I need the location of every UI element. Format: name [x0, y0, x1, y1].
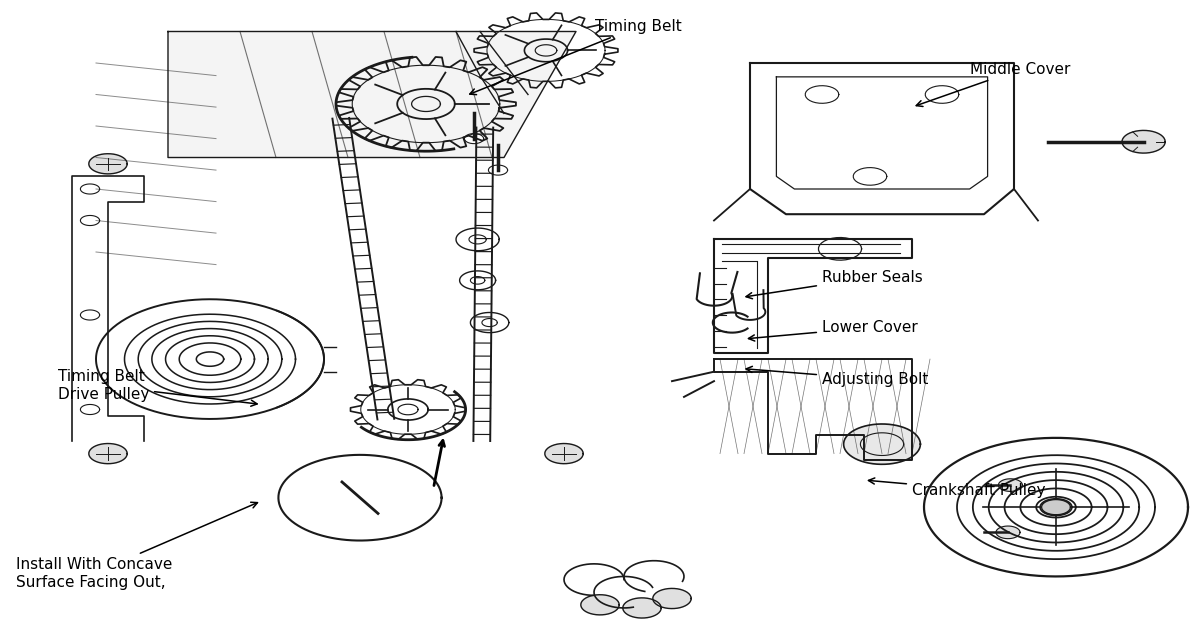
Polygon shape — [1122, 130, 1165, 153]
Polygon shape — [456, 228, 499, 251]
Text: Timing Belt: Timing Belt — [469, 19, 682, 94]
Text: Lower Cover: Lower Cover — [749, 320, 918, 341]
Polygon shape — [623, 598, 661, 618]
Polygon shape — [278, 455, 442, 541]
Polygon shape — [714, 239, 912, 353]
Polygon shape — [998, 479, 1022, 491]
Polygon shape — [996, 526, 1020, 539]
Text: Middle Cover: Middle Cover — [917, 62, 1070, 106]
Text: Install With Concave
Surface Facing Out,: Install With Concave Surface Facing Out, — [16, 502, 258, 590]
Polygon shape — [488, 165, 508, 175]
Text: Crankshaft Pulley: Crankshaft Pulley — [869, 478, 1045, 498]
Polygon shape — [581, 595, 619, 615]
Polygon shape — [89, 154, 127, 174]
Polygon shape — [714, 359, 912, 460]
Polygon shape — [750, 63, 1014, 214]
Text: Rubber Seals: Rubber Seals — [746, 270, 923, 299]
Polygon shape — [844, 424, 920, 464]
Polygon shape — [168, 32, 576, 158]
Polygon shape — [653, 588, 691, 609]
Polygon shape — [89, 444, 127, 464]
Text: Adjusting Bolt: Adjusting Bolt — [746, 367, 929, 387]
Polygon shape — [545, 444, 583, 464]
Polygon shape — [1042, 500, 1070, 515]
Text: Timing Belt
Drive Pulley: Timing Belt Drive Pulley — [58, 369, 257, 406]
Polygon shape — [470, 312, 509, 333]
Polygon shape — [460, 271, 496, 290]
Polygon shape — [464, 134, 484, 144]
